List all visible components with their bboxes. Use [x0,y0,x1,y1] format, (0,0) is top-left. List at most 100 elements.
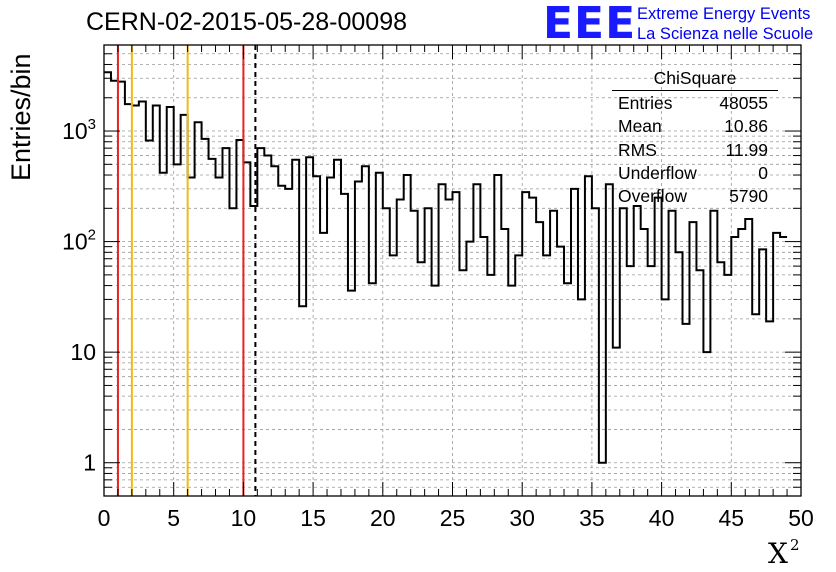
histogram-bin [536,222,543,496]
logo-caption-line2: La Scienza nelle Scuole [637,25,814,43]
histogram-bin [696,270,703,496]
x-tick-label: 50 [788,505,814,531]
histogram-bin [264,156,271,496]
x-tick-label: 0 [98,505,111,531]
histogram-bin [648,266,655,496]
histogram-bin [710,211,717,496]
histogram-bin [285,189,292,496]
histogram-bin [334,160,341,496]
x-tick-label: 5 [167,505,180,531]
histogram-bin [243,162,250,496]
chart-title: CERN-02-2015-05-28-00098 [86,8,408,36]
histogram-bin [676,252,683,496]
histogram-bin [153,106,160,496]
histogram-bin [473,184,480,496]
histogram-bin [571,189,578,496]
histogram-bin [167,107,174,496]
histogram-bin [453,192,460,496]
histogram-bin [564,283,571,496]
histogram-bin [278,186,285,496]
histogram-bin [662,299,669,496]
histogram-bin [620,208,627,496]
histogram-bin [592,208,599,496]
histogram-bin [174,164,181,496]
histogram-bin [341,194,348,496]
histogram-bin [550,211,557,496]
histogram-bin [181,115,188,496]
histogram-bin [202,139,209,496]
x-tick-label: 45 [719,505,745,531]
y-tick-label: 103 [62,116,96,144]
histogram-bin [299,306,306,496]
plot-frame [103,44,802,497]
logo-caption-line1: Extreme Energy Events [637,5,811,23]
stats-row-entries: Entries 48055 [612,92,778,115]
y-tick-label: 102 [62,227,96,255]
y-tick-label: 10 [70,339,96,365]
stats-value: 0 [758,162,768,183]
histogram-bin [557,247,564,496]
stats-row-overflow: Overflow 5790 [612,185,778,208]
stats-label: RMS [618,139,657,160]
x-axis-symbol: X [768,537,788,570]
x-tick-label: 25 [440,505,466,531]
histogram-bin [216,177,223,496]
stats-value: 11.99 [725,139,769,160]
y-axis-label: Entries/bin [6,53,36,181]
histogram-bin [383,208,390,496]
histogram-bin [376,173,383,496]
histogram-bin [752,314,759,496]
histogram-bin [257,148,264,496]
stats-row-underflow: Underflow 0 [612,162,778,185]
histogram-bin [641,229,648,496]
histogram-bin [362,166,369,496]
histogram-bin [703,352,710,496]
histogram-bin [613,348,620,496]
histogram-bin [320,233,327,496]
histogram-bin [634,206,641,496]
histogram-bin [501,229,508,496]
histogram-series [104,71,788,496]
axis-ticks [103,44,802,497]
histogram-bin [292,160,299,496]
x-tick-label: 35 [579,505,605,531]
histogram-bin [494,175,501,496]
stats-label: Entries [618,93,673,113]
histogram-bin [125,104,132,496]
histogram-bin [111,81,118,496]
histogram-bin [390,255,397,496]
stats-box: ChiSquare Entries 48055 Mean 10.86 RMS 1… [612,68,778,208]
histogram-bin [759,249,766,496]
histogram-bin [306,157,313,496]
histogram-bin [132,106,139,496]
histogram-bin [466,242,473,496]
histogram-bin [627,266,634,496]
histogram-bin [689,222,696,496]
histogram-bin [271,166,278,496]
histogram-bin [745,219,752,496]
x-tick-label: 20 [370,505,396,531]
axis-tick-labels: 0 5 10 15 20 25 30 35 40 45 50 1 10 102 103 [62,116,814,531]
histogram-bin [717,262,724,496]
histogram-bin [397,200,404,496]
histogram-bin [146,141,153,496]
histogram-bin [585,176,592,496]
histogram-bin [229,208,236,496]
histogram-bin [724,275,731,496]
histogram-bin [195,122,202,496]
histogram-bin [578,299,585,496]
stats-value: 48055 [719,93,768,113]
histogram-bin [487,275,494,496]
histogram-bin [313,176,320,496]
histogram-bin [348,291,355,496]
logo-caption: Extreme Energy Events La Scienza nelle S… [637,4,813,44]
histogram-bin [515,255,522,496]
histogram-bin [543,255,550,496]
histogram-bin [459,270,466,496]
histogram-bin [236,140,243,496]
marker-lines [116,45,257,496]
y-tick-label: 1 [83,450,96,476]
x-tick-label: 30 [509,505,535,531]
stats-label: Overflow [618,186,688,207]
